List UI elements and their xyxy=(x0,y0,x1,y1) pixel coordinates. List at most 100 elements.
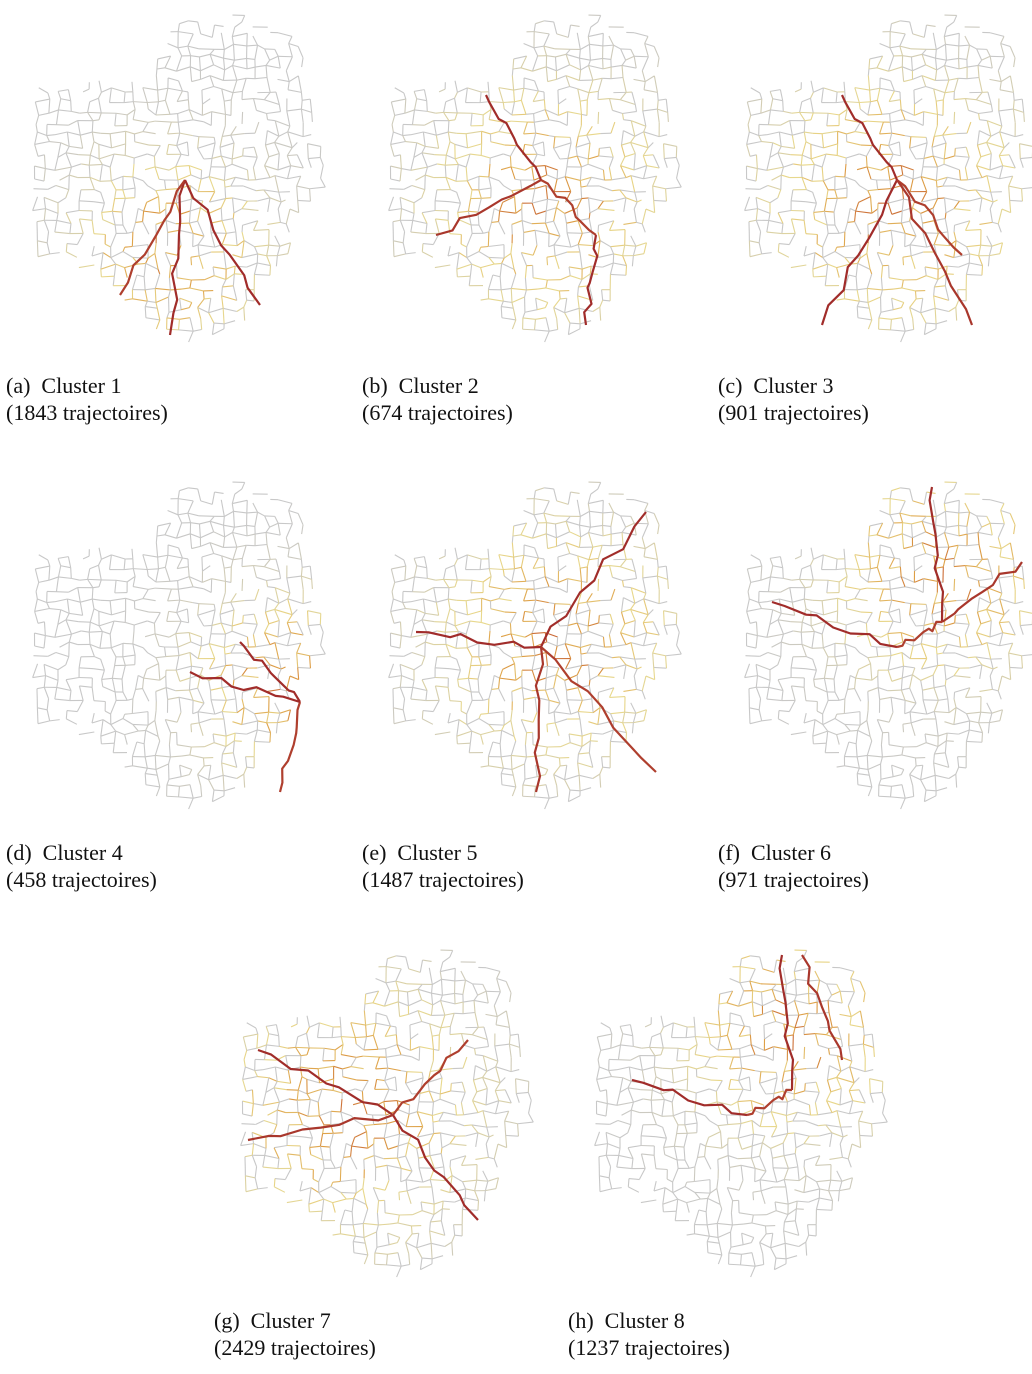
road xyxy=(967,714,970,721)
road xyxy=(801,631,814,632)
road xyxy=(646,676,655,680)
road xyxy=(191,666,202,668)
road xyxy=(990,166,1003,170)
road xyxy=(1014,58,1015,67)
road xyxy=(979,544,982,559)
road xyxy=(160,209,166,213)
road xyxy=(222,688,226,701)
road xyxy=(591,733,602,734)
road xyxy=(232,37,233,45)
road xyxy=(806,669,817,671)
road xyxy=(154,146,160,157)
road xyxy=(165,555,168,567)
road xyxy=(165,68,177,71)
road xyxy=(501,634,511,637)
road xyxy=(536,133,549,135)
road xyxy=(286,57,292,71)
road xyxy=(956,241,966,247)
road xyxy=(609,36,614,45)
road xyxy=(135,142,149,145)
road xyxy=(924,610,927,626)
road xyxy=(411,699,426,701)
road xyxy=(425,175,433,177)
road xyxy=(291,1024,297,1027)
road xyxy=(448,132,457,133)
road xyxy=(545,302,547,307)
road xyxy=(466,154,470,167)
road xyxy=(932,147,933,156)
road xyxy=(570,276,582,280)
road xyxy=(824,199,826,212)
road xyxy=(145,307,157,309)
road xyxy=(603,512,614,513)
panel-label: (d) xyxy=(6,840,32,865)
road xyxy=(998,57,1004,71)
road xyxy=(783,101,784,112)
road xyxy=(307,1027,310,1033)
road xyxy=(967,544,979,545)
road xyxy=(860,576,868,582)
road xyxy=(501,307,513,309)
road xyxy=(944,156,954,159)
road xyxy=(611,65,622,67)
road xyxy=(225,66,233,70)
main-route xyxy=(120,180,185,295)
road xyxy=(856,669,859,678)
road xyxy=(889,567,900,569)
road xyxy=(243,156,258,157)
road xyxy=(276,256,277,267)
road xyxy=(653,643,657,653)
road xyxy=(811,113,813,120)
road xyxy=(300,1056,301,1067)
road xyxy=(178,642,191,647)
road xyxy=(187,609,188,623)
road xyxy=(815,253,823,258)
road xyxy=(598,201,603,209)
road xyxy=(147,102,148,109)
road xyxy=(165,253,177,256)
road xyxy=(467,643,479,647)
road xyxy=(411,634,428,637)
road xyxy=(955,148,956,156)
road xyxy=(989,246,992,255)
road xyxy=(417,99,427,101)
road xyxy=(913,177,921,179)
road xyxy=(448,121,449,132)
road xyxy=(143,555,158,557)
road xyxy=(946,58,958,60)
road xyxy=(813,720,815,737)
road xyxy=(934,126,937,137)
road xyxy=(868,102,871,115)
road xyxy=(143,88,158,90)
road xyxy=(770,90,780,92)
road xyxy=(417,143,425,147)
road xyxy=(987,703,992,713)
road xyxy=(936,58,937,70)
road xyxy=(1000,599,1015,604)
road xyxy=(824,211,834,212)
road xyxy=(135,689,142,690)
road xyxy=(546,318,549,332)
road xyxy=(566,521,579,525)
road xyxy=(924,25,926,37)
road xyxy=(967,45,970,59)
road xyxy=(555,524,556,538)
road xyxy=(837,246,845,247)
road xyxy=(934,754,935,763)
road xyxy=(780,557,782,568)
road xyxy=(36,591,37,598)
road xyxy=(544,501,549,513)
road xyxy=(178,48,182,56)
road xyxy=(99,565,102,580)
road xyxy=(521,535,533,538)
road xyxy=(567,700,571,714)
road xyxy=(320,1134,322,1147)
road xyxy=(1010,513,1015,524)
road xyxy=(435,201,449,202)
road xyxy=(281,667,285,669)
road xyxy=(80,135,82,148)
main-routes xyxy=(416,512,656,792)
road xyxy=(790,121,793,136)
road xyxy=(211,700,215,714)
road xyxy=(319,1193,324,1200)
